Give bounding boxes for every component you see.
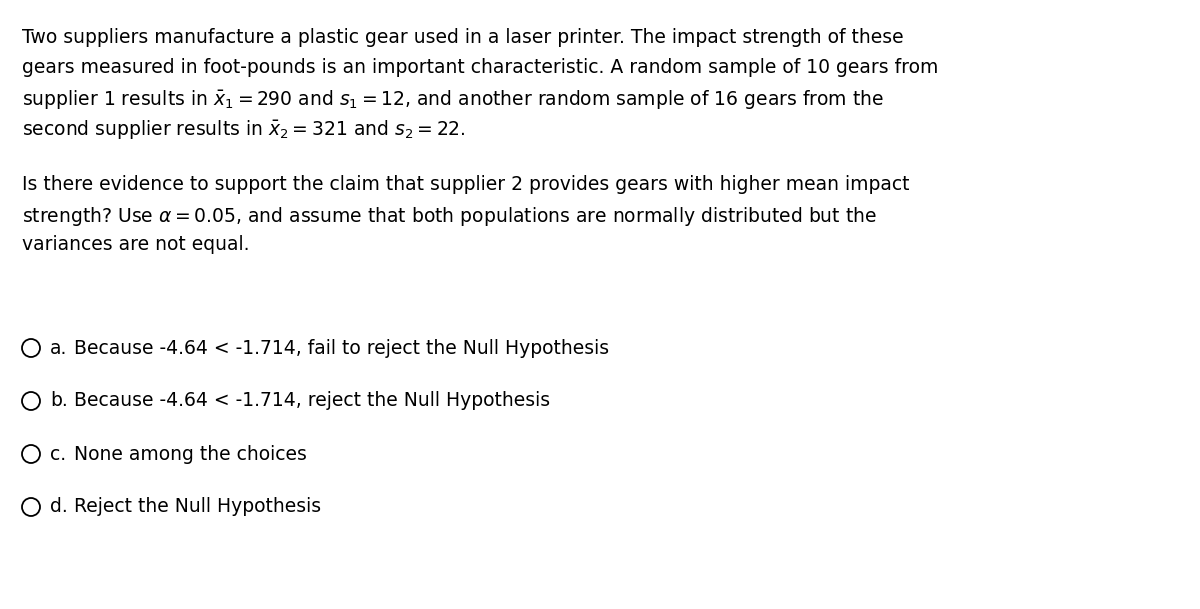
Text: supplier 1 results in $\bar{x}_1 = 290$ and $s_1 = 12$, and another random sampl: supplier 1 results in $\bar{x}_1 = 290$ …: [22, 88, 883, 111]
Text: gears measured in foot-pounds is an important characteristic. A random sample of: gears measured in foot-pounds is an impo…: [22, 58, 938, 77]
Text: Is there evidence to support the claim that supplier 2 provides gears with highe: Is there evidence to support the claim t…: [22, 175, 910, 194]
Text: c.: c.: [50, 445, 66, 463]
Text: b.: b.: [50, 392, 67, 410]
Text: Because -4.64 < -1.714, reject the Null Hypothesis: Because -4.64 < -1.714, reject the Null …: [74, 392, 550, 410]
Text: variances are not equal.: variances are not equal.: [22, 235, 250, 254]
Text: strength? Use $\alpha = 0.05$, and assume that both populations are normally dis: strength? Use $\alpha = 0.05$, and assum…: [22, 205, 877, 228]
Text: None among the choices: None among the choices: [74, 445, 307, 463]
Text: a.: a.: [50, 339, 67, 357]
Text: d.: d.: [50, 498, 67, 516]
Text: Reject the Null Hypothesis: Reject the Null Hypothesis: [74, 498, 322, 516]
Text: Two suppliers manufacture a plastic gear used in a laser printer. The impact str: Two suppliers manufacture a plastic gear…: [22, 28, 904, 47]
Text: Because -4.64 < -1.714, fail to reject the Null Hypothesis: Because -4.64 < -1.714, fail to reject t…: [74, 339, 610, 357]
Text: second supplier results in $\bar{x}_2 = 321$ and $s_2 = 22$.: second supplier results in $\bar{x}_2 = …: [22, 118, 466, 141]
